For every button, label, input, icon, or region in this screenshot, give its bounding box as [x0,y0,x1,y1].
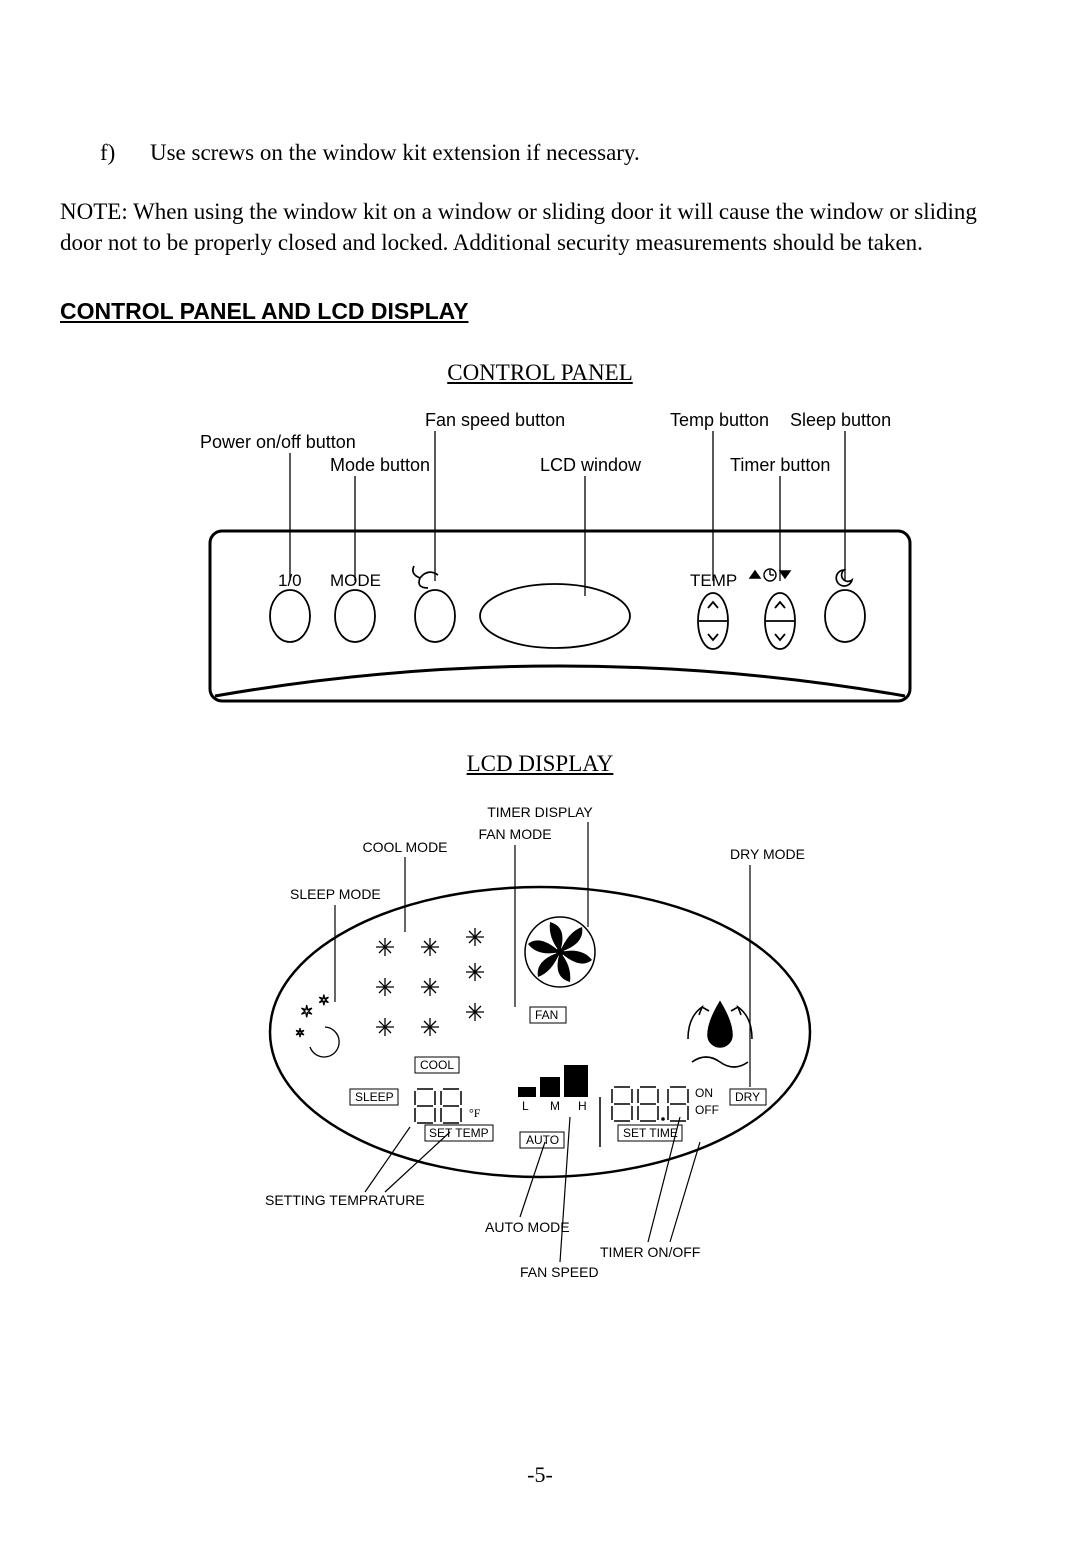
label-lcd-window: LCD window [540,455,642,475]
mode-button[interactable] [335,590,375,642]
lcd-display-heading: LCD DISPLAY [60,751,1020,777]
inner-off: OFF [695,1103,719,1117]
seven-seg-temp-icon: °F [415,1089,481,1123]
inner-sleep: SLEEP [355,1090,394,1104]
label-fan-speed: Fan speed button [425,410,565,430]
fan-speed-glyph-icon [413,566,438,588]
inner-h: H [578,1099,587,1113]
page-number: -5- [0,1462,1080,1488]
btn-label-temp: TEMP [690,571,737,590]
seven-seg-time-icon [612,1087,688,1121]
list-text: Use screws on the window kit extension i… [150,140,640,166]
sleep-stars-icon: ✶ ✶ ✶ [295,994,339,1057]
label-fan-speed: FAN SPEED [520,1264,599,1277]
panel-outline [210,531,910,701]
inner-dry: DRY [735,1090,760,1104]
label-mode-button: Mode button [330,455,430,475]
label-fan-mode: FAN MODE [478,826,551,842]
inner-on: ON [695,1086,713,1100]
svg-text:✶: ✶ [295,1026,305,1040]
label-temp-button: Temp button [670,410,769,430]
inner-l: L [522,1099,529,1113]
dry-icon [688,1002,752,1067]
label-auto-mode: AUTO MODE [485,1219,570,1235]
list-item-f: f) Use screws on the window kit extensio… [60,140,1020,166]
inner-set-time: SET TIME [623,1126,678,1140]
panel-arc [215,666,905,696]
power-button[interactable] [270,590,310,642]
sleep-button[interactable] [825,590,865,642]
sleep-moon-icon [836,570,852,586]
rocker-buttons [698,593,795,649]
btn-label-power: 1/0 [278,571,302,590]
inner-degf: °F [469,1106,481,1120]
label-power-button: Power on/off button [200,432,356,452]
control-panel-diagram: Fan speed button Temp button Sleep butto… [60,406,1020,721]
inner-m: M [550,1099,560,1113]
label-setting-temp: SETTING TEMPRATURE [265,1192,425,1208]
temp-timer-glyphs-icon [750,569,790,581]
inner-cool: COOL [420,1058,454,1072]
fan-speed-bars-icon [518,1065,588,1097]
inner-set-temp: SET TEMP [429,1126,489,1140]
label-timer-onoff: TIMER ON/OFF [600,1244,700,1260]
lcd-window [480,584,630,648]
fan-speed-button[interactable] [415,590,455,642]
label-timer-button: Timer button [730,455,830,475]
control-panel-heading: CONTROL PANEL [60,360,1020,386]
label-dry-mode: DRY MODE [730,846,805,862]
section-heading: CONTROL PANEL AND LCD DISPLAY [60,298,1020,325]
label-timer-display: TIMER DISPLAY [487,804,593,820]
btn-label-mode: MODE [330,571,381,590]
svg-text:✶: ✶ [300,1004,313,1021]
inner-auto: AUTO [526,1133,559,1147]
lcd-display-diagram: TIMER DISPLAY FAN MODE COOL MODE DRY MOD… [60,797,1020,1282]
list-marker: f) [100,140,150,166]
svg-text:✶: ✶ [318,994,330,1009]
label-sleep-mode: SLEEP MODE [290,886,381,902]
label-cool-mode: COOL MODE [362,839,447,855]
label-sleep-button: Sleep button [790,410,891,430]
note-paragraph: NOTE: When using the window kit on a win… [60,196,1020,258]
inner-fan: FAN [535,1008,558,1022]
fan-swirl-icon [525,917,595,987]
snowflake-cluster-icon [376,928,484,1036]
